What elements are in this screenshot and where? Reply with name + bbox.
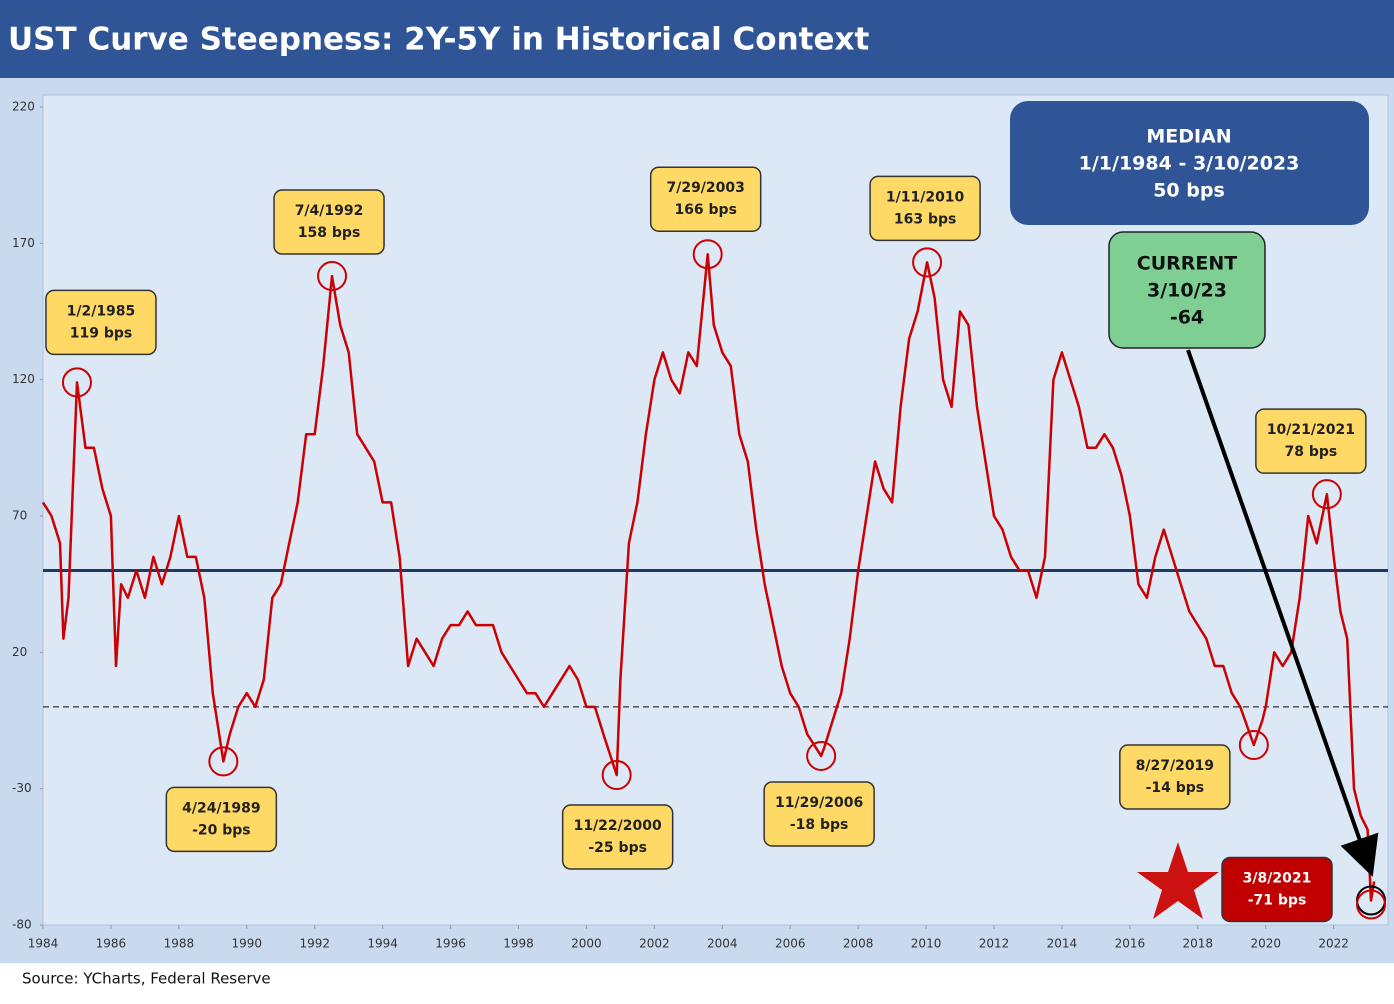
x-tick-label: 2012 bbox=[979, 937, 1010, 951]
callout-text: 158 bps bbox=[298, 225, 360, 241]
callout-box bbox=[763, 781, 875, 847]
point-marker bbox=[1238, 730, 1269, 761]
x-tick-label: 2014 bbox=[1047, 937, 1078, 951]
x-tick-label: 1988 bbox=[164, 937, 195, 951]
x-tick-label: 2018 bbox=[1183, 937, 1214, 951]
x-tick-label: 1994 bbox=[367, 937, 398, 951]
y-tick-label: 220 bbox=[12, 100, 35, 114]
median-text: 1/1/1984 - 3/10/2023 bbox=[1079, 153, 1300, 175]
footer bbox=[0, 963, 1394, 1000]
callout-text: 10/21/2021 bbox=[1267, 422, 1355, 438]
x-tick-label: 1986 bbox=[96, 937, 127, 951]
star bbox=[1137, 842, 1219, 919]
callout-text: 78 bps bbox=[1284, 444, 1337, 460]
callout-box bbox=[45, 289, 157, 356]
x-tick-label: 1984 bbox=[28, 937, 59, 951]
callout-text: 166 bps bbox=[674, 202, 736, 218]
current-text: -64 bbox=[1170, 307, 1204, 329]
callout-text: 4/24/1989 bbox=[182, 800, 260, 816]
x-tick-label: 1990 bbox=[232, 937, 263, 951]
callout-box bbox=[165, 786, 278, 853]
y-tick-label: 120 bbox=[12, 372, 35, 386]
callout-text: -71 bps bbox=[1248, 892, 1307, 908]
callout-text: 1/2/1985 bbox=[67, 303, 136, 319]
y-tick-label: 170 bbox=[12, 236, 35, 250]
source: Source: YCharts, Federal Reserve bbox=[22, 970, 271, 988]
x-tick-label: 2016 bbox=[1115, 937, 1146, 951]
x-tick-label: 2020 bbox=[1250, 937, 1281, 951]
x-tick-label: 1996 bbox=[435, 937, 466, 951]
current-text: CURRENT bbox=[1137, 253, 1238, 275]
current-box bbox=[1108, 231, 1266, 349]
point-marker bbox=[692, 239, 723, 270]
callout-box bbox=[273, 189, 385, 255]
callout-text: 163 bps bbox=[894, 211, 956, 227]
point-marker bbox=[317, 261, 348, 292]
callout-box bbox=[649, 166, 762, 232]
arrow bbox=[1186, 349, 1379, 877]
callout-box bbox=[1119, 744, 1231, 810]
callout-text: 7/4/1992 bbox=[295, 203, 364, 219]
x-tick-label: 1992 bbox=[299, 937, 330, 951]
callout-text: 119 bps bbox=[70, 325, 132, 341]
x-tick-label: 1998 bbox=[503, 937, 534, 951]
current-text: 3/10/23 bbox=[1147, 280, 1227, 302]
callout-box bbox=[561, 804, 674, 870]
x-tick-label: 2006 bbox=[775, 937, 806, 951]
y-tick-label: -80 bbox=[12, 918, 32, 932]
y-tick-label: 70 bbox=[12, 509, 27, 523]
callout-text: 11/29/2006 bbox=[775, 795, 863, 811]
title-bar bbox=[0, 0, 1394, 78]
point-marker bbox=[1311, 479, 1342, 510]
median-box bbox=[1010, 101, 1369, 225]
callout-text: -20 bps bbox=[192, 822, 251, 838]
x-tick-label: 2010 bbox=[911, 937, 942, 951]
callout-text: 8/27/2019 bbox=[1136, 758, 1214, 774]
median-text: 50 bps bbox=[1153, 180, 1225, 202]
callout-text: -18 bps bbox=[790, 817, 849, 833]
callout-text: -14 bps bbox=[1146, 780, 1205, 796]
x-tick-label: 2002 bbox=[639, 937, 670, 951]
y-tick-label: -30 bbox=[12, 781, 32, 795]
x-tick-label: 2008 bbox=[843, 937, 874, 951]
x-tick-label: 2000 bbox=[571, 937, 602, 951]
x-tick-label: 2004 bbox=[707, 937, 738, 951]
callout-text: 1/11/2010 bbox=[886, 189, 965, 205]
callout-text: 7/29/2003 bbox=[666, 180, 744, 196]
data-line bbox=[41, 252, 1376, 902]
point-marker bbox=[601, 760, 632, 791]
point-marker bbox=[208, 746, 239, 777]
x-tick-label: 2022 bbox=[1318, 937, 1349, 951]
callout-text: 11/22/2000 bbox=[574, 818, 662, 834]
point-marker bbox=[912, 247, 943, 278]
y-tick-label: 20 bbox=[12, 645, 27, 659]
callout-box bbox=[869, 175, 981, 242]
callout-box bbox=[1255, 408, 1367, 474]
point-marker-outline bbox=[1356, 889, 1387, 920]
callout-text: -25 bps bbox=[588, 840, 647, 856]
callout-text: 3/8/2021 bbox=[1243, 870, 1312, 886]
chart-title: UST Curve Steepness: 2Y-5Y in Historical… bbox=[8, 22, 869, 58]
median-text: MEDIAN bbox=[1146, 126, 1231, 148]
point-marker bbox=[806, 740, 837, 771]
callout-box bbox=[1221, 856, 1333, 923]
point-marker bbox=[61, 367, 92, 398]
